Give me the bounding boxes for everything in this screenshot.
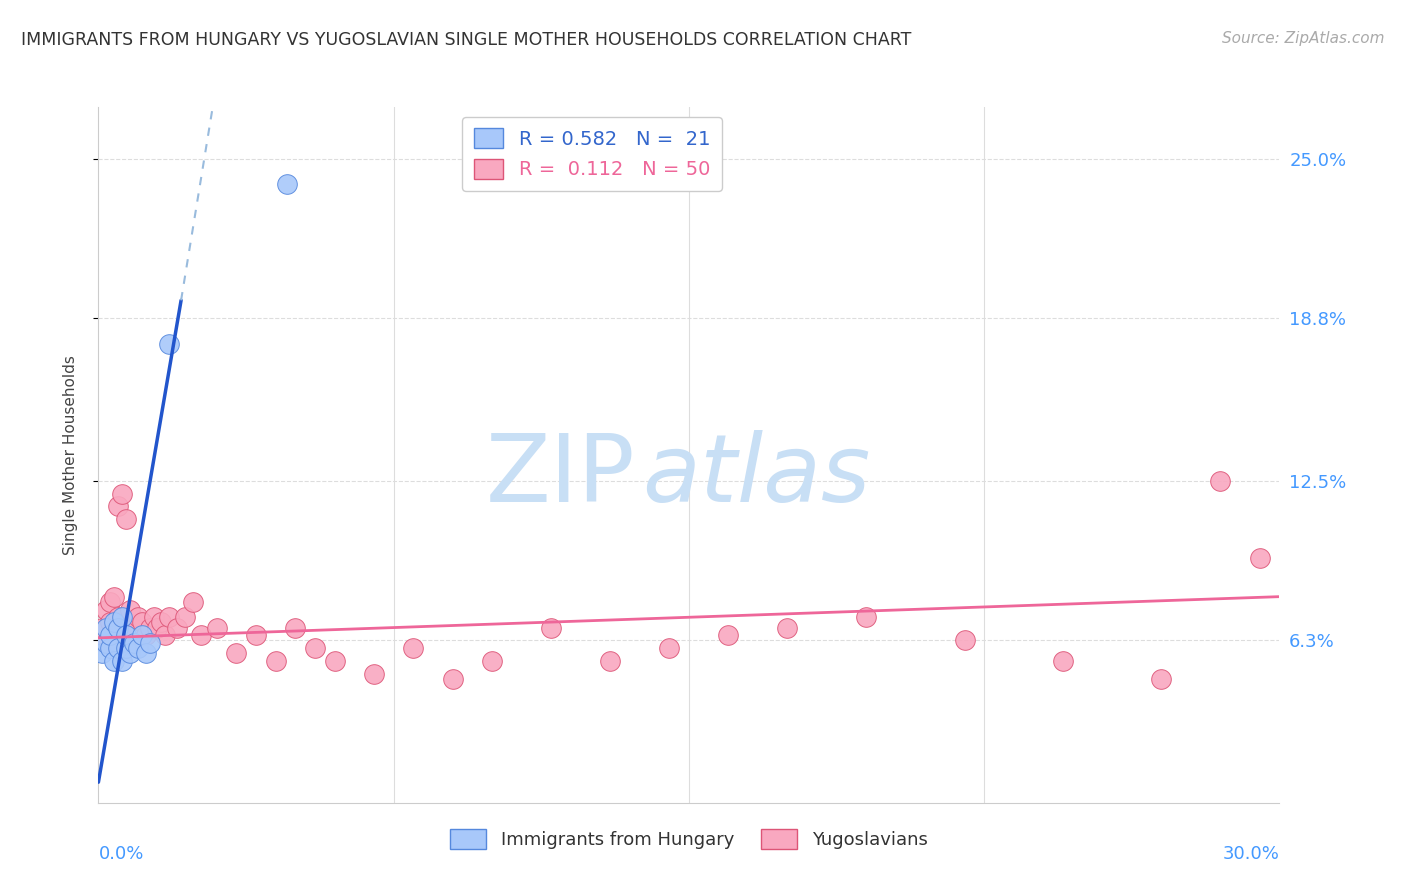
Point [103, 590, 125, 604]
Point [111, 486, 134, 500]
Point [190, 628, 212, 642]
Point [481, 654, 503, 668]
Point [115, 621, 138, 635]
Point [131, 615, 153, 630]
Point [142, 610, 165, 624]
Point [135, 646, 157, 660]
Point [284, 621, 307, 635]
Point [157, 337, 180, 351]
Point [118, 602, 141, 616]
Point [155, 628, 177, 642]
Point [135, 628, 157, 642]
Text: ZIP: ZIP [486, 430, 636, 522]
Point [111, 610, 134, 624]
Point [91, 621, 114, 635]
Point [138, 636, 160, 650]
Point [103, 654, 125, 668]
Point [107, 621, 129, 635]
Point [150, 615, 173, 630]
Point [1052, 654, 1074, 668]
Point [1150, 672, 1173, 686]
Point [98, 595, 121, 609]
Point [131, 628, 153, 642]
Point [599, 654, 621, 668]
Point [205, 621, 228, 635]
Point [157, 610, 180, 624]
Point [98, 641, 121, 656]
Point [103, 621, 125, 635]
Point [107, 500, 129, 514]
Point [98, 628, 121, 642]
Point [855, 610, 877, 624]
Point [323, 654, 346, 668]
Text: 30.0%: 30.0% [1223, 845, 1279, 863]
Point [1209, 474, 1232, 488]
Text: IMMIGRANTS FROM HUNGARY VS YUGOSLAVIAN SINGLE MOTHER HOUSEHOLDS CORRELATION CHAR: IMMIGRANTS FROM HUNGARY VS YUGOSLAVIAN S… [21, 31, 911, 49]
Point [138, 621, 160, 635]
Point [225, 646, 247, 660]
Legend: Immigrants from Hungary, Yugoslavians: Immigrants from Hungary, Yugoslavians [443, 822, 935, 856]
Point [402, 641, 425, 656]
Point [122, 621, 145, 635]
Point [118, 646, 141, 660]
Point [540, 621, 562, 635]
Y-axis label: Single Mother Households: Single Mother Households [63, 355, 77, 555]
Point [776, 621, 799, 635]
Point [111, 628, 134, 642]
Point [103, 615, 125, 630]
Text: atlas: atlas [641, 430, 870, 521]
Point [127, 610, 149, 624]
Point [717, 628, 740, 642]
Point [146, 621, 169, 635]
Point [127, 641, 149, 656]
Point [181, 595, 204, 609]
Text: Source: ZipAtlas.com: Source: ZipAtlas.com [1222, 31, 1385, 46]
Point [245, 628, 267, 642]
Point [98, 615, 121, 630]
Point [96, 636, 118, 650]
Point [107, 610, 129, 624]
Text: 0.0%: 0.0% [98, 845, 143, 863]
Point [96, 636, 118, 650]
Point [115, 641, 138, 656]
Point [122, 636, 145, 650]
Point [953, 633, 976, 648]
Point [1249, 551, 1271, 566]
Point [304, 641, 326, 656]
Point [264, 654, 287, 668]
Point [174, 610, 197, 624]
Point [96, 602, 118, 616]
Point [441, 672, 464, 686]
Point [115, 512, 138, 526]
Point [276, 178, 298, 192]
Point [96, 621, 118, 635]
Point [111, 654, 134, 668]
Point [115, 628, 138, 642]
Point [658, 641, 681, 656]
Point [91, 646, 114, 660]
Point [107, 641, 129, 656]
Point [363, 667, 385, 681]
Point [166, 621, 188, 635]
